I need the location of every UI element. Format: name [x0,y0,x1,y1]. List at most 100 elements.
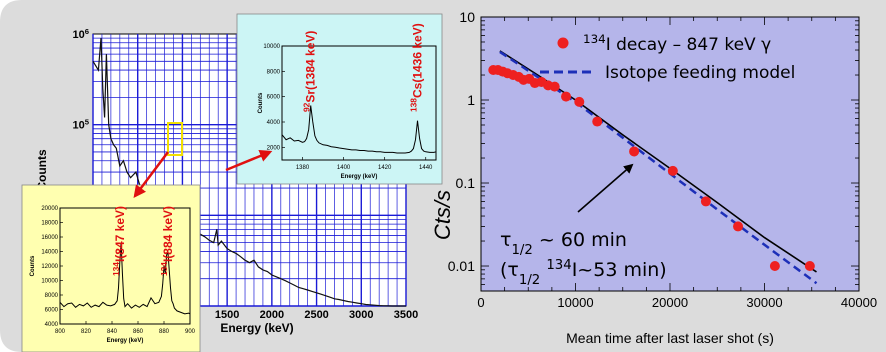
spectrum-xtick-label: 3500 [394,309,418,321]
spectrum-ytick-label: 106 [72,27,89,42]
legend-label-points-part-0: 134 [583,32,606,46]
inset-i134-ytick-label: 6000 [45,308,59,314]
inset-sr-cs-xtick-label: 1380 [296,165,310,171]
inset-i134-ytick-label: 14000 [41,250,58,256]
spectrum-ytick-label-part-0: 10 [72,29,84,41]
inset-i134-peak-label-1: 134I(884 keV) [159,206,175,276]
inset-sr-cs-ytick-label: 4000 [267,120,281,126]
inset-i134-xtick-label: 880 [159,329,170,335]
spectrum-ytick-label: 105 [72,117,89,132]
inset-sr-cs-peak-label-1-part-0: 138 [409,98,419,112]
halflife-annotation-part-0: τ [500,229,511,251]
halflife-annotation-part-2: ~ 60 min [533,229,627,251]
decay-xtick-label: 20000 [652,295,688,310]
spectrum-ytick-label-part-1: 5 [85,117,90,126]
inset-i134-peak-label-1-part-0: 134 [159,262,169,276]
decay-plot-area [480,16,860,292]
inset-sr-cs-xlabel: Energy (keV) [341,174,378,180]
spectrum-xtick-label: 2500 [304,309,328,321]
halflife-annotation-part-1: 1/2 [511,243,532,258]
decay-point [561,91,572,102]
decay-ytick-label: 10 [459,9,475,25]
inset-i134-xtick-label: 900 [185,329,196,335]
decay-xlabel: Mean time after last laser shot (s) [566,330,774,346]
inset-sr-cs-peak-label-0-part-0: 92 [302,102,312,112]
inset-sr-cs-peak-label-0: 92Sr(1384 keV) [302,31,318,112]
halflife-literature-annotation: (τ1/2 134I~53 min) [500,258,667,288]
inset-i134-ytick-label: 10000 [41,279,58,285]
callouts [133,122,273,198]
inset-i134-ytick-label: 20000 [41,206,58,212]
decay-ytick-label: 1 [467,92,475,108]
inset-i134-ytick-label: 4000 [45,322,59,328]
inset-i134-peak-label-0: 134I(847 keV) [111,206,127,276]
legend-label-points: 134I decay – 847 keV γ [583,32,771,55]
inset-sr-cs-peak-label-1-part-1: Cs(1436 keV) [411,23,425,98]
decay-ytick-label: 0.01 [448,258,475,274]
inset-sr-cs-ytick-label: 2000 [267,145,281,151]
spectrum-ylabel: Counts [35,149,49,191]
inset-sr-cs-xtick-label: 1400 [337,165,351,171]
legend-marker-points [557,37,569,49]
inset-i134-xtick-label: 820 [81,329,92,335]
halflife-literature-annotation-part-0: (τ [500,259,519,281]
inset-sr-cs-ytick-label: 8000 [267,69,281,75]
halflife-literature-annotation-part-4: I~53 min) [572,259,667,281]
inset-sr-cs-ytick-label: 6000 [267,95,281,101]
inset-sr-cs-ylabel: Counts [258,92,264,113]
inset-sr-cs-peak-label-0-part-1: Sr(1384 keV) [304,31,318,103]
decay-xtick-label: 40000 [841,295,877,310]
decay-xtick-label: 30000 [746,295,782,310]
decay-point [733,221,744,232]
inset-i134-peak-label-0-part-1: I(847 keV) [113,206,127,262]
halflife-literature-annotation-part-3: 134 [546,258,571,273]
decay-point [804,261,815,272]
inset-sr-cs-xtick-label: 1420 [378,165,392,171]
inset-i134-peak-label-1-part-1: I(884 keV) [161,206,175,262]
annotation-arrow [577,163,634,213]
inset-i134-ytick-label: 8000 [45,293,59,299]
arrow-to-sr-cs-inset [225,150,273,172]
spectrum-xtick-label: 3000 [349,309,373,321]
decay-point [592,116,603,127]
decay-point [629,146,640,157]
legend-label-model: Isotope feeding model [605,63,795,83]
inset-i134-xtick-label: 860 [133,329,144,335]
inset-i134-xtick-label: 840 [107,329,118,335]
inset-sr-cs-peak-label-1: 138Cs(1436 keV) [409,23,425,112]
inset-sr-cs-ytick-label: 10000 [263,44,280,50]
decay-xtick-label: 10000 [557,295,593,310]
decay-point [700,196,711,207]
inset-sr-cs-xtick-label: 1440 [419,165,433,171]
inset-sr-cs: 1380 1400 1420 1440 2000 4000 6000 8000 10000 Ene… [236,13,443,185]
inset-i134-ylabel: Counts [30,255,36,276]
inset-i134-ytick-label: 18000 [41,221,58,227]
inset-i134-xtick-label: 800 [55,329,66,335]
arrow-to-i134-inset [133,151,169,198]
decay-chart: 10 1 0.1 0.01 0 10000 20000 30000 40000 Mean time… [430,9,877,346]
decay-point [769,261,780,272]
spectrum-ytick-label-part-1: 6 [85,27,89,36]
decay-point [574,96,585,107]
inset-i134-peak-label-0-part-0: 134 [111,262,121,276]
inset-i134: 800 820 840 860 880 900 4000 6000 8000 10000 12000… [21,184,201,352]
decay-xtick-label: 0 [477,295,484,310]
halflife-literature-annotation-part-1: 1/2 [519,273,540,288]
legend-label-points-part-1: I decay – 847 keV γ [606,35,771,55]
highlight-box [167,122,183,156]
inset-sr-cs-plot-frame [281,45,437,161]
decay-point [549,81,560,92]
decay-legend: 134I decay – 847 keV γ Isotope feeding mo… [540,32,795,83]
inset-i134-ytick-label: 16000 [41,235,58,241]
spectrum-xtick-label: 1500 [215,309,239,321]
spectrum-xlabel: Energy (keV) [220,321,293,335]
inset-i134-ytick-label: 12000 [41,264,58,270]
inset-sr-cs-line [281,105,437,154]
inset-i134-line [59,242,191,315]
spectrum-line [92,38,406,307]
decay-point [667,165,678,176]
decay-ylabel: Cts/s [430,190,455,240]
spectrum-ytick-label-part-0: 10 [72,120,84,132]
